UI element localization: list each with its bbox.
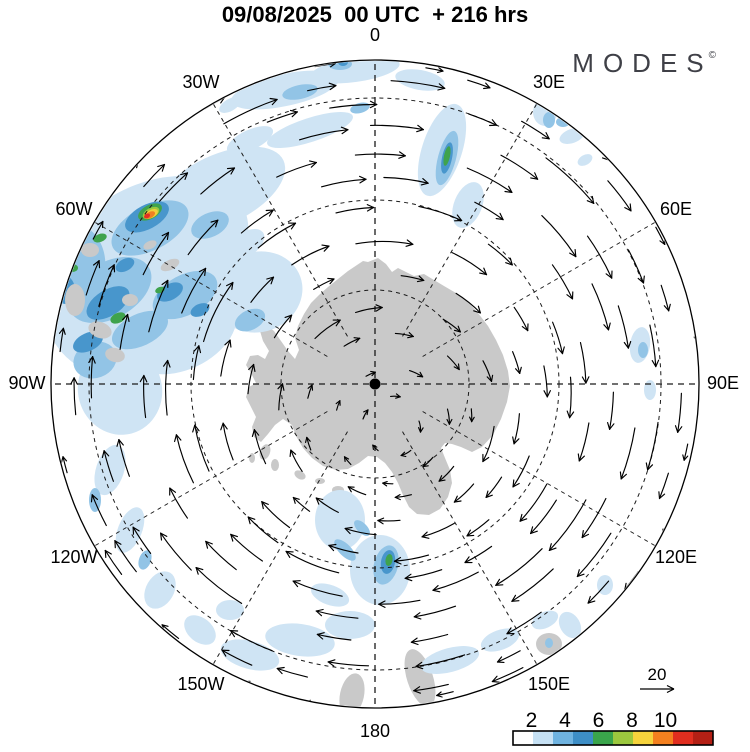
modes-logo: MODES© [572,48,716,79]
colorbar-scale-label: 4 [559,709,571,732]
colorbar-scale-label: 10 [654,709,677,732]
reference-vector: 20 [640,665,675,694]
colorbar-cell [553,731,573,745]
colorbar-border [512,730,714,746]
colorbar: 2 4 6 8 10 [512,709,714,746]
colorbar-cell [653,731,673,745]
graticule-layer [52,61,698,707]
longitude-label: 120E [655,547,697,567]
longitude-label: 180 [360,721,390,741]
colorbar-scale-label: 8 [626,709,638,732]
chart-title: 09/08/2025 00 UTC + 216 hrs [221,2,529,27]
colorbar-cell [573,731,593,745]
colorbar-cell [533,731,553,745]
colorbar-cell [693,731,713,745]
map-border [50,59,700,709]
longitude-labels: 0 30E 60E 90E 120E 150E 180 150W 120W 90W 60W 30W [8,25,739,741]
longitude-label: 60E [660,199,692,219]
colorbar-scale-label: 6 [593,709,605,732]
longitude-label: 120W [50,547,97,567]
colorbar-cell [593,731,613,745]
longitude-label: 30E [533,72,565,92]
pole-dot [369,378,381,390]
modes-logo-text: MODES [572,48,713,78]
longitude-label: 90E [707,373,739,393]
reference-vector-value: 20 [648,665,667,684]
longitude-label: 150E [528,674,570,694]
copyright-mark: © [708,50,716,61]
longitude-label: 30W [182,72,219,92]
longitude-label: 60W [55,199,92,219]
wind-vector-layer [58,61,698,706]
colorbar-cell [513,731,533,745]
longitude-label: 90W [8,373,45,393]
longitude-label: 150W [177,674,224,694]
colorbar-scale-label: 2 [526,709,538,732]
colorbar-cell [613,731,633,745]
longitude-label: 0 [370,25,380,45]
colorbar-cell [633,731,653,745]
colorbar-cell [673,731,693,745]
